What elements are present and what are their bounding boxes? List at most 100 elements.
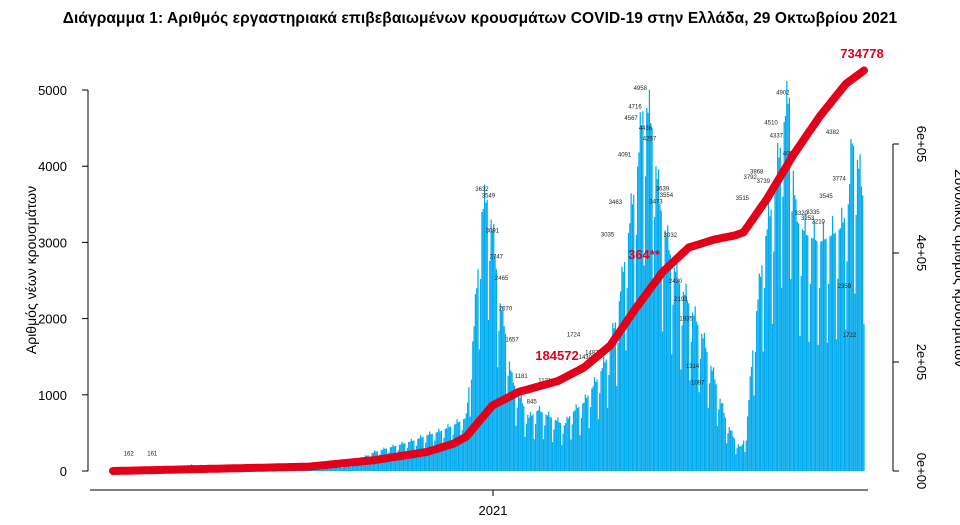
bar [561, 445, 563, 471]
bar [761, 265, 763, 471]
bar-value-label: 2747 [490, 255, 504, 261]
bar [792, 170, 794, 471]
bar [796, 221, 798, 471]
bar [801, 229, 804, 471]
left-tick-label: 2000 [38, 312, 67, 327]
bar [575, 404, 577, 471]
bar [346, 464, 348, 471]
bar [546, 415, 548, 471]
bar [756, 310, 758, 471]
bar [469, 416, 471, 471]
bar [728, 427, 730, 471]
bar [720, 403, 723, 471]
bar [694, 306, 696, 471]
bar [520, 394, 522, 471]
left-tick-label: 0 [60, 464, 67, 479]
bar-value-label: 4567 [624, 116, 638, 122]
bar [629, 223, 631, 471]
bar [489, 260, 491, 471]
bar [831, 215, 834, 471]
bar [482, 208, 484, 471]
bar [481, 211, 483, 472]
right-tick-label: 4e+05 [914, 235, 929, 272]
bar-value-label: 3035 [601, 233, 615, 239]
bar [825, 238, 827, 471]
bar [863, 324, 865, 471]
bar [425, 442, 427, 471]
bar [635, 234, 637, 471]
line-low-label: 184572 [535, 348, 578, 363]
bar [740, 446, 742, 471]
bar [610, 339, 613, 471]
bar [685, 283, 687, 471]
bar [654, 217, 656, 471]
bar-value-label: 4297 [643, 137, 657, 143]
bar [731, 430, 733, 471]
bar [457, 422, 460, 471]
bar [623, 261, 626, 471]
bar [432, 450, 435, 471]
bar [414, 453, 416, 471]
bar [474, 294, 477, 471]
bar [354, 461, 356, 471]
bar [648, 89, 651, 472]
bar [837, 278, 839, 471]
bar [483, 184, 486, 471]
bar [699, 358, 702, 471]
bar [608, 374, 610, 471]
bar [566, 416, 568, 471]
bar [534, 423, 537, 471]
bar [453, 424, 456, 471]
bar [797, 223, 800, 471]
bar [767, 202, 770, 471]
bar [613, 328, 615, 471]
right-tick-label: 0e+00 [914, 453, 929, 490]
bar [342, 466, 344, 471]
bar [572, 411, 575, 471]
bar-value-label: 4716 [628, 105, 642, 111]
bar [773, 251, 775, 471]
bar [748, 399, 750, 471]
bar [758, 273, 760, 471]
bar [719, 398, 721, 471]
bar [791, 211, 793, 471]
bar [722, 403, 724, 471]
bar [859, 154, 861, 471]
bar [760, 276, 762, 471]
bar [744, 452, 746, 471]
bar [340, 465, 342, 471]
bar [727, 433, 729, 471]
bar [822, 221, 825, 471]
bar [493, 224, 495, 471]
bar [672, 304, 674, 471]
bar [737, 444, 740, 471]
x-axis: 2021 [90, 489, 868, 518]
bar-value-label: 3545 [819, 194, 833, 200]
bar [614, 322, 617, 471]
left-y-axis: 0 1000 2000 3000 4000 5000 [38, 83, 89, 479]
bar-value-label: 4382 [826, 130, 840, 136]
bar [601, 368, 603, 471]
bar [650, 123, 652, 472]
bar [735, 454, 737, 471]
bar [684, 294, 686, 471]
bar [788, 97, 791, 472]
bar [588, 428, 590, 471]
bar [533, 439, 535, 471]
bar [706, 352, 708, 471]
bar [777, 142, 779, 472]
bar [643, 265, 645, 471]
bar-value-label: 1722 [843, 333, 857, 339]
bar [583, 402, 585, 471]
bar [600, 370, 602, 471]
bar [531, 415, 533, 471]
bar [512, 382, 514, 471]
bar [387, 458, 389, 471]
left-tick-label: 5000 [38, 83, 67, 98]
bar-value-label: 3091 [486, 228, 500, 234]
bar [843, 218, 845, 471]
bar-value-label: 3774 [832, 176, 846, 182]
bar [620, 291, 622, 471]
bar-value-label: 1724 [567, 333, 581, 339]
